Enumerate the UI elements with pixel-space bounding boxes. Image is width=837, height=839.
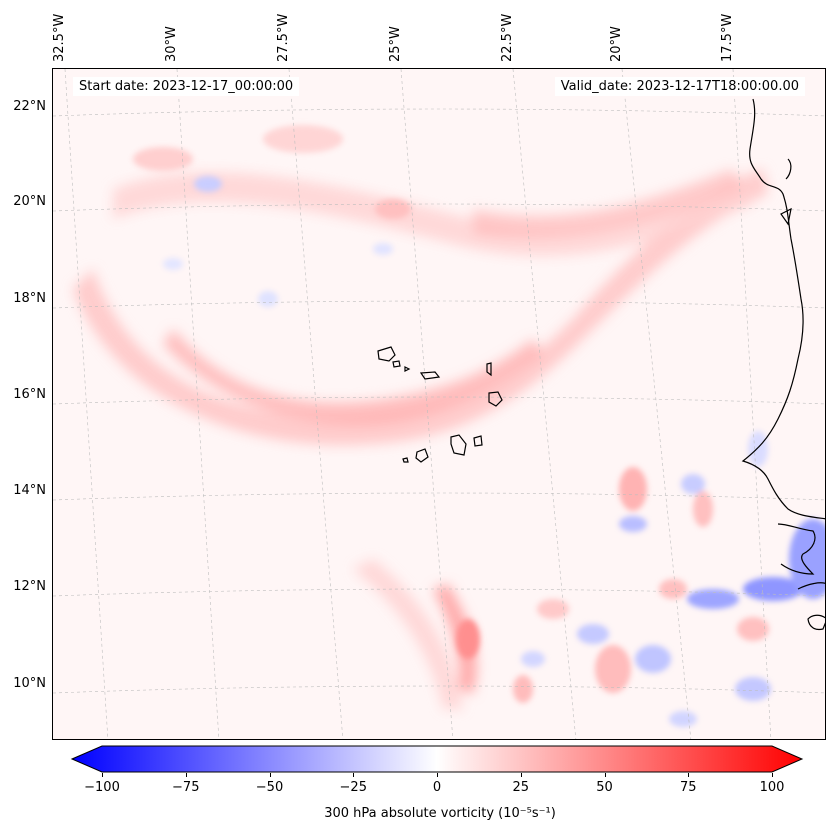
longitude-label: 32.5°W bbox=[52, 13, 67, 62]
colorbar-tick-label: −100 bbox=[84, 780, 120, 795]
colorbar-tick-label: −50 bbox=[255, 780, 284, 795]
longitude-gridline bbox=[176, 69, 220, 739]
graticule-lines bbox=[53, 69, 825, 739]
colorbar-tick-label: 50 bbox=[596, 780, 613, 795]
longitude-gridline bbox=[512, 69, 577, 739]
latitude-gridline bbox=[53, 492, 825, 501]
colorbar-label: 300 hPa absolute vorticity (10⁻⁵s⁻¹) bbox=[324, 806, 556, 821]
latitude-label: 14°N bbox=[13, 483, 46, 498]
colorbar bbox=[70, 745, 804, 773]
latitude-gridline bbox=[53, 685, 825, 694]
longitude-gridline bbox=[621, 69, 692, 739]
latitude-gridline bbox=[53, 203, 825, 212]
colorbar-tick-mark bbox=[772, 773, 773, 777]
longitude-label: 20°W bbox=[609, 26, 624, 62]
latitude-gridline bbox=[53, 300, 825, 309]
colorbar-tick-label: 100 bbox=[759, 780, 785, 795]
colorbar-tick-mark bbox=[604, 773, 606, 777]
colorbar-tick-label: −75 bbox=[172, 780, 200, 795]
longitude-label: 27.5°W bbox=[276, 13, 291, 62]
longitude-labels: 32.5°W 30°W 27.5°W 25°W 22.5°W 20°W 17.5°W bbox=[0, 0, 837, 68]
start-date-label: Start date: 2023-12-17_00:00:00 bbox=[73, 77, 300, 96]
longitude-label: 17.5°W bbox=[720, 13, 735, 62]
latitude-label: 10°N bbox=[13, 676, 46, 691]
latitude-gridline bbox=[53, 396, 825, 405]
latitude-label: 22°N bbox=[13, 99, 46, 114]
vorticity-map: Start date: 2023-12-17_00:00:00 Valid_da… bbox=[52, 68, 826, 740]
latitude-label: 16°N bbox=[13, 387, 46, 402]
longitude-gridline bbox=[400, 69, 454, 739]
map-canvas bbox=[53, 69, 825, 739]
latitude-label: 18°N bbox=[13, 291, 46, 306]
colorbar-tick-mark bbox=[437, 773, 438, 777]
colorbar-tick-mark bbox=[688, 773, 690, 777]
longitude-gridline bbox=[732, 69, 772, 739]
colorbar-tick-mark bbox=[102, 773, 103, 777]
vorticity-field bbox=[73, 125, 825, 727]
colorbar-tick-mark bbox=[185, 773, 187, 777]
colorbar-tick-mark bbox=[269, 773, 271, 777]
latitude-gridline bbox=[53, 108, 825, 117]
longitude-gridline bbox=[64, 69, 109, 739]
colorbar-tick-mark bbox=[353, 773, 355, 777]
valid-date-label: Valid_date: 2023-12-17T18:00:00.00 bbox=[554, 77, 805, 96]
latitude-gridline bbox=[53, 588, 825, 597]
colorbar-tick-label: −25 bbox=[339, 780, 367, 795]
latitude-label: 12°N bbox=[13, 579, 46, 594]
colorbar-tick-label: 0 bbox=[432, 780, 442, 795]
longitude-label: 30°W bbox=[164, 26, 179, 62]
colorbar-tick-label: 25 bbox=[512, 780, 530, 795]
coastlines bbox=[377, 98, 825, 631]
colorbar-tick-label: 75 bbox=[679, 780, 697, 795]
longitude-gridline bbox=[288, 69, 344, 739]
longitude-label: 25°W bbox=[388, 26, 403, 62]
latitude-label: 20°N bbox=[13, 194, 46, 209]
longitude-label: 22.5°W bbox=[500, 13, 515, 62]
colorbar-tick-mark bbox=[520, 773, 522, 777]
